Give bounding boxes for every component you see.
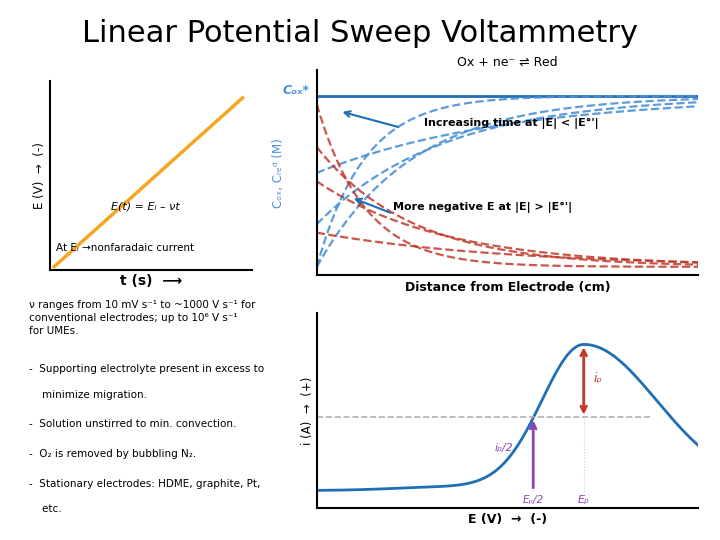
Text: -  Stationary electrodes: HDME, graphite, Pt,: - Stationary electrodes: HDME, graphite,… [29,479,260,489]
Text: Eₚ: Eₚ [578,495,590,505]
Text: Cₒₓ, Cᵣₑᵈ (M): Cₒₓ, Cᵣₑᵈ (M) [272,138,285,208]
Text: iₚ/2: iₚ/2 [495,443,514,453]
Text: Increasing time at |E| < |E°'|: Increasing time at |E| < |E°'| [423,118,598,129]
Text: Linear Potential Sweep Voltammetry: Linear Potential Sweep Voltammetry [82,19,638,48]
Text: At Eᵢ →nonfaradaic current: At Eᵢ →nonfaradaic current [56,243,194,253]
Text: Eₚ/2: Eₚ/2 [523,495,544,505]
Y-axis label: E (V)  →  (-): E (V) → (-) [33,142,46,209]
Text: -  Solution unstirred to min. convection.: - Solution unstirred to min. convection. [29,420,236,429]
X-axis label: Distance from Electrode (cm): Distance from Electrode (cm) [405,281,611,294]
Text: -  O₂ is removed by bubbling N₂.: - O₂ is removed by bubbling N₂. [29,449,196,459]
Text: iₚ: iₚ [593,372,602,384]
Text: -  Supporting electrolyte present in excess to: - Supporting electrolyte present in exce… [29,364,264,375]
Title: Ox + ne⁻ ⇌ Red: Ox + ne⁻ ⇌ Red [457,56,558,69]
X-axis label: E (V)  →  (-): E (V) → (-) [468,513,547,526]
Text: E(t) = Eᵢ – νt: E(t) = Eᵢ – νt [111,201,179,212]
X-axis label: t (s)  ⟶: t (s) ⟶ [120,274,182,288]
Text: Cₒₓ*: Cₒₓ* [282,84,309,97]
Y-axis label: i (A)  →  (+): i (A) → (+) [301,376,314,444]
Text: More negative E at |E| > |E°'|: More negative E at |E| > |E°'| [393,201,572,213]
Text: minimize migration.: minimize migration. [29,390,147,400]
Text: etc.: etc. [29,504,61,514]
Text: ν ranges from 10 mV s⁻¹ to ~1000 V s⁻¹ for
conventional electrodes; up to 10⁶ V : ν ranges from 10 mV s⁻¹ to ~1000 V s⁻¹ f… [29,300,256,336]
